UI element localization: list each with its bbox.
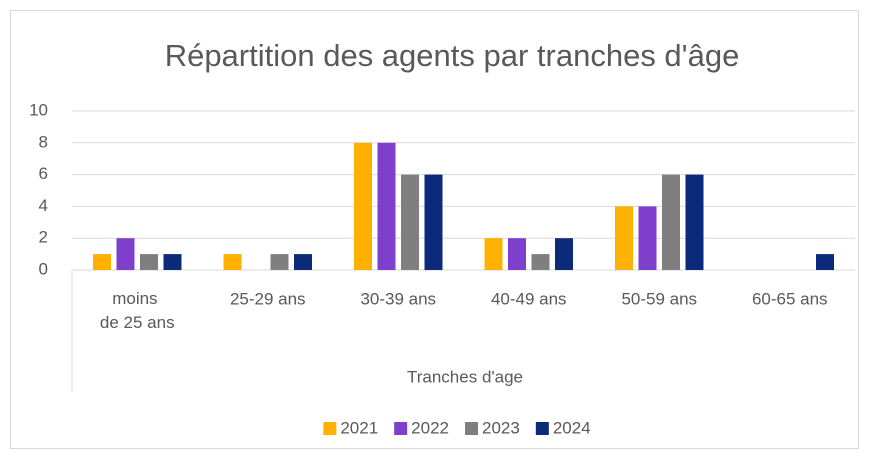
x-tick-label: moins de 25 ans [100, 289, 175, 332]
y-tick-label: 4 [39, 196, 48, 215]
x-tick-label: 50-59 ans [621, 289, 697, 308]
legend-label: 2024 [553, 418, 591, 437]
bar [354, 142, 372, 270]
bar [270, 254, 289, 270]
bar [401, 174, 419, 270]
bar [816, 254, 834, 270]
x-tick-label: 30-39 ans [360, 289, 436, 308]
legend-label: 2021 [340, 418, 378, 437]
bar [294, 254, 312, 270]
bar [140, 254, 158, 270]
y-tick-label: 2 [39, 228, 48, 247]
bar [163, 254, 182, 270]
x-tick-label: 40-49 ans [491, 289, 567, 308]
legend-swatch [465, 422, 478, 435]
y-tick-label: 10 [29, 100, 48, 119]
bar [662, 174, 680, 270]
bar [93, 254, 111, 270]
x-tick-label: 25-29 ans [230, 289, 306, 308]
y-tick-label: 8 [39, 132, 48, 151]
legend-label: 2022 [411, 418, 449, 437]
bar [377, 142, 396, 270]
chart-title: Répartition des agents par tranches d'âg… [165, 38, 740, 73]
bar [223, 254, 242, 270]
bar [555, 238, 573, 270]
legend-label: 2023 [482, 418, 520, 437]
bar [508, 238, 526, 270]
legend-swatch [535, 422, 549, 435]
bar [531, 254, 550, 270]
y-tick-label: 0 [39, 259, 48, 278]
x-tick-label: 60-65 ans [752, 289, 828, 308]
y-tick-label: 6 [39, 164, 48, 183]
legend-swatch [323, 422, 337, 435]
bar [638, 206, 657, 270]
bar [685, 174, 704, 270]
bar [484, 238, 503, 270]
x-axis-title: Tranches d'age [407, 367, 523, 386]
bar [116, 238, 135, 270]
bar [615, 206, 633, 270]
bar [424, 174, 443, 270]
legend-swatch [394, 422, 408, 435]
